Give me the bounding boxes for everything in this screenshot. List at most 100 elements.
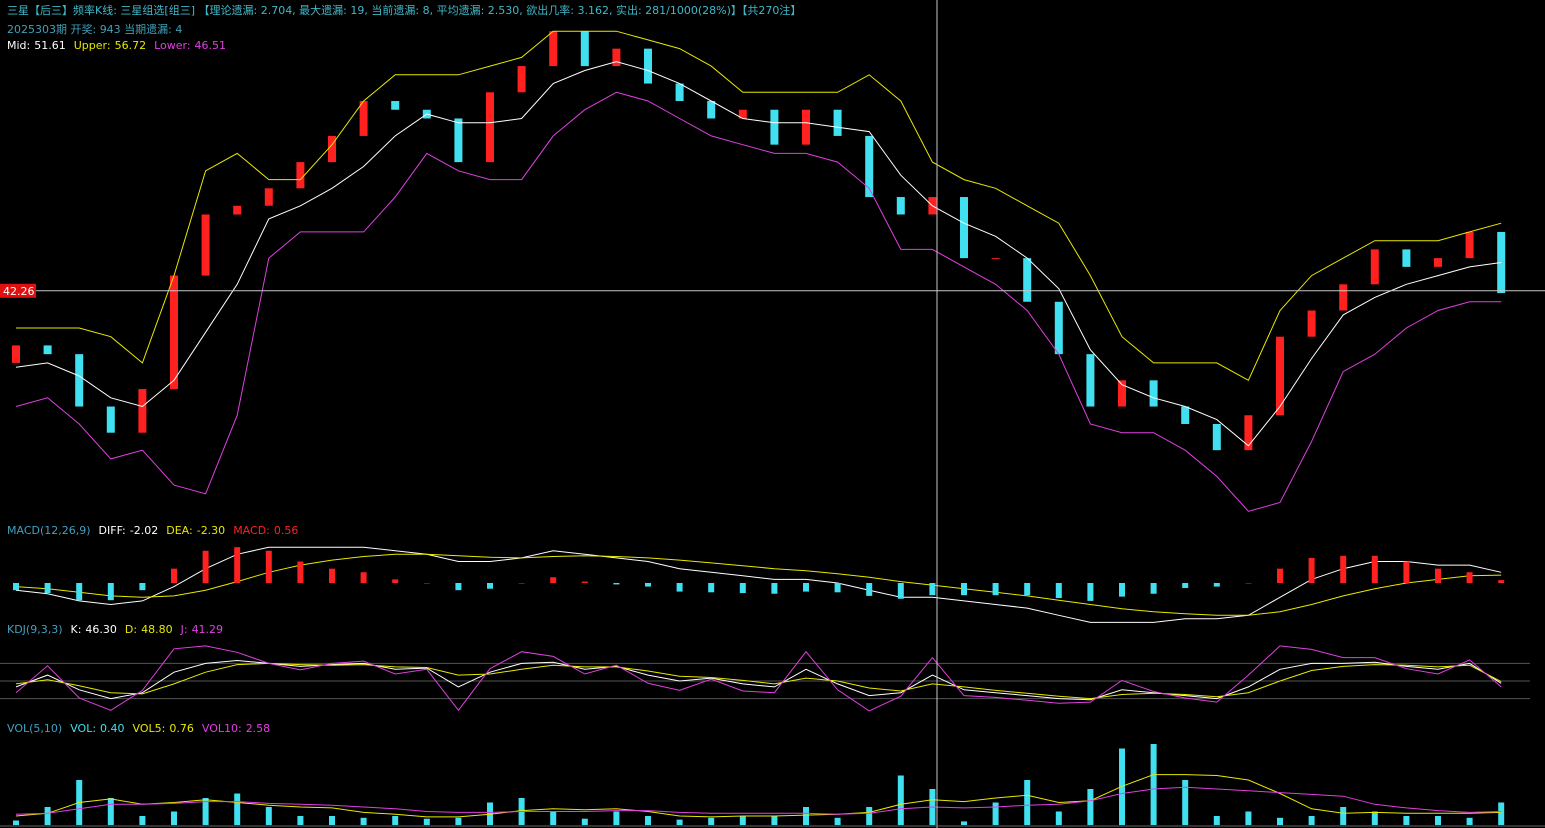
legend-value: 56.72 bbox=[115, 39, 147, 52]
indicator-bar bbox=[1435, 816, 1441, 825]
indicator-bar bbox=[550, 577, 557, 583]
indicator-bar bbox=[1498, 802, 1505, 825]
candle bbox=[1465, 231, 1474, 259]
indicator-bar bbox=[961, 583, 967, 596]
indicator-bar bbox=[392, 579, 399, 583]
indicator-bar bbox=[771, 816, 778, 825]
indicator-bar bbox=[1466, 817, 1473, 825]
legend-value: -2.02 bbox=[130, 524, 158, 537]
indicator-bar bbox=[202, 798, 209, 825]
indicator-bar bbox=[992, 583, 999, 596]
indicator-bar bbox=[1119, 583, 1125, 597]
indicator-bar bbox=[897, 583, 904, 599]
indicator-bar bbox=[13, 583, 19, 591]
indicator-bar bbox=[1055, 583, 1062, 599]
candle bbox=[833, 109, 842, 136]
indicator-bar bbox=[834, 817, 841, 825]
indicator-bar bbox=[202, 550, 209, 583]
indicator-bar bbox=[297, 561, 304, 583]
legend-value: 0.40 bbox=[100, 722, 125, 735]
legend-name: Upper: bbox=[74, 39, 111, 52]
legend-value: 41.29 bbox=[192, 623, 224, 636]
legend-name: K: bbox=[71, 623, 82, 636]
indicator-bar bbox=[1371, 811, 1378, 825]
indicator-bar bbox=[423, 583, 430, 584]
candle bbox=[1370, 249, 1379, 285]
indicator-bar bbox=[1150, 583, 1157, 594]
indicator-line bbox=[15, 774, 1502, 818]
readout: MACD(12,26,9) DIFF: -2.02 DEA: -2.30 MACD: 0.5… bbox=[7, 524, 298, 537]
indicator-bar bbox=[1245, 583, 1252, 584]
indicator-bar bbox=[803, 807, 809, 825]
indicator-line bbox=[15, 662, 1502, 700]
indicator-bar bbox=[1182, 583, 1189, 589]
indicator-bar bbox=[1024, 583, 1031, 596]
legend-value: 0.56 bbox=[274, 524, 299, 537]
indicator-bar bbox=[455, 817, 462, 825]
legend-name: VOL5: bbox=[133, 722, 166, 735]
indicator-bar bbox=[961, 821, 967, 825]
indicator-bar bbox=[329, 816, 335, 825]
indicator-bar bbox=[360, 817, 367, 825]
indicator-bar bbox=[550, 811, 557, 825]
candle bbox=[738, 109, 747, 119]
legend-name: Lower: bbox=[154, 39, 190, 52]
indicator-bar bbox=[1087, 583, 1094, 601]
candle bbox=[1086, 354, 1095, 407]
indicator-bar bbox=[992, 802, 999, 825]
indicator-title: MACD(12,26,9) bbox=[7, 524, 91, 537]
candle bbox=[138, 389, 147, 433]
indicator-line bbox=[15, 61, 1502, 447]
indicator-bar bbox=[234, 793, 241, 825]
candle bbox=[12, 345, 20, 363]
indicator-bar bbox=[613, 811, 620, 825]
candle bbox=[517, 66, 526, 93]
indicator-bar bbox=[1245, 811, 1252, 825]
candle bbox=[1339, 284, 1348, 311]
indicator-bar bbox=[518, 583, 525, 584]
indicator-bar bbox=[739, 816, 746, 825]
candle bbox=[328, 135, 336, 163]
legend-name: Mid: bbox=[7, 39, 30, 52]
candle bbox=[770, 109, 779, 145]
candle bbox=[1023, 258, 1032, 302]
legend-name: DIFF: bbox=[99, 524, 126, 537]
legend-value: 46.51 bbox=[195, 39, 227, 52]
legend-name: VOL: bbox=[70, 722, 96, 735]
indicator-bar bbox=[771, 583, 778, 594]
candle bbox=[391, 101, 400, 110]
legend-value: 51.61 bbox=[34, 39, 66, 52]
indicator-bar bbox=[1182, 780, 1189, 825]
candle bbox=[549, 31, 558, 67]
indicator-bar bbox=[1277, 568, 1283, 583]
indicator-bar bbox=[866, 807, 873, 825]
indicator-line bbox=[15, 553, 1502, 616]
indicator-line bbox=[16, 30, 1502, 381]
candle bbox=[960, 197, 968, 259]
indicator-bar bbox=[139, 583, 146, 591]
crosshair-label: 42.26 bbox=[3, 285, 35, 298]
readout: Mid: 51.61 Upper: 56.72 Lower: 46.51 bbox=[7, 39, 226, 52]
indicator-bar bbox=[929, 583, 936, 596]
candle bbox=[1276, 336, 1284, 416]
indicator-bar bbox=[1213, 583, 1220, 587]
indicator-bar bbox=[1403, 816, 1410, 825]
indicator-bar bbox=[297, 816, 304, 825]
indicator-bar bbox=[455, 583, 462, 591]
indicator-bar bbox=[897, 775, 904, 825]
indicator-bar bbox=[107, 798, 114, 825]
indicator-bar bbox=[44, 807, 51, 825]
indicator-title: KDJ(9,3,3) bbox=[7, 623, 63, 636]
indicator-bar bbox=[1277, 817, 1283, 825]
indicator-bar bbox=[708, 817, 715, 825]
candle bbox=[1434, 258, 1442, 267]
indicator-bar bbox=[392, 816, 399, 825]
indicator-bar bbox=[1055, 811, 1062, 825]
indicator-bar bbox=[44, 583, 51, 594]
candle bbox=[43, 345, 52, 355]
legend-value: 0.76 bbox=[169, 722, 194, 735]
candle bbox=[1244, 415, 1253, 451]
indicator-bar bbox=[645, 816, 651, 825]
candle bbox=[106, 406, 115, 433]
